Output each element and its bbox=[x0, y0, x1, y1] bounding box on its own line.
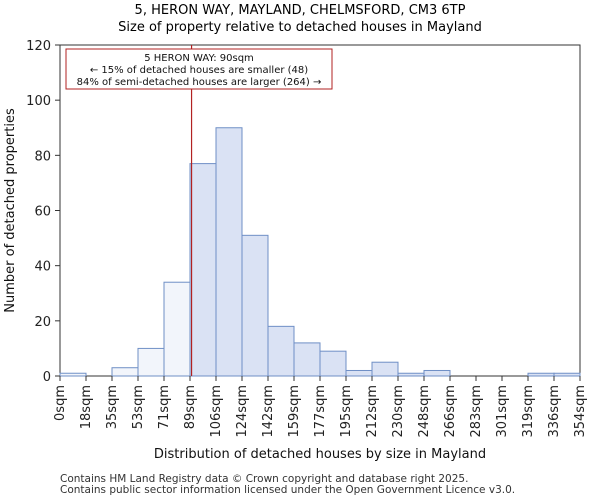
x-tick-label: 18sqm bbox=[79, 385, 94, 429]
x-tick-label: 212sqm bbox=[365, 385, 380, 438]
footer-copyright: Contains HM Land Registry data © Crown c… bbox=[60, 473, 469, 485]
y-tick-label: 120 bbox=[26, 39, 51, 54]
x-tick-label: 195sqm bbox=[339, 385, 354, 438]
y-tick-label: 60 bbox=[34, 205, 51, 220]
x-tick-label: 336sqm bbox=[547, 385, 562, 438]
annotation-larger: 84% of semi-detached houses are larger (… bbox=[77, 77, 322, 88]
annotation-box bbox=[65, 48, 333, 90]
x-tick-label: 230sqm bbox=[391, 385, 406, 438]
histogram-bar bbox=[111, 367, 139, 377]
y-tick-label: 40 bbox=[34, 260, 51, 275]
annotation-title: 5 HERON WAY: 90sqm bbox=[144, 53, 254, 64]
histogram-bar bbox=[215, 127, 243, 377]
y-tick-label: 100 bbox=[26, 94, 51, 109]
y-tick-label: 80 bbox=[34, 149, 51, 164]
x-tick-label: 0sqm bbox=[53, 385, 68, 421]
annotation-smaller: ← 15% of detached houses are smaller (48… bbox=[90, 65, 308, 76]
x-tick-label: 71sqm bbox=[157, 385, 172, 429]
histogram-bar bbox=[345, 369, 373, 377]
chart-subtitle: Size of property relative to detached ho… bbox=[118, 20, 482, 35]
y-axis-label: Number of detached properties bbox=[3, 108, 18, 313]
x-tick-label: 283sqm bbox=[469, 385, 484, 438]
histogram-chart: 0 20 40 60 80 100 120 0sqm 18sqm 35sqm 53sqm 71sqm 8… bbox=[3, 39, 588, 462]
x-tick-label: 106sqm bbox=[209, 385, 224, 438]
histogram-bar bbox=[397, 372, 425, 377]
x-tick-label: 35sqm bbox=[105, 385, 120, 429]
x-tick-label: 124sqm bbox=[235, 385, 250, 438]
chart-title: 5, HERON WAY, MAYLAND, CHELMSFORD, CM3 6… bbox=[134, 3, 466, 18]
plot-frame bbox=[59, 44, 581, 377]
footer-licence: Contains public sector information licen… bbox=[60, 484, 516, 496]
histogram-bar bbox=[371, 361, 399, 377]
x-tick-label: 266sqm bbox=[443, 385, 458, 438]
histogram-bar bbox=[553, 372, 581, 377]
histogram-bar bbox=[189, 163, 217, 377]
x-tick-label: 159sqm bbox=[287, 385, 302, 438]
histogram-bar bbox=[527, 372, 555, 377]
x-tick-label: 177sqm bbox=[313, 385, 328, 438]
y-tick-label: 20 bbox=[34, 315, 51, 330]
histogram-bar bbox=[241, 234, 269, 377]
histogram-bar bbox=[137, 347, 165, 377]
histogram-bar bbox=[423, 369, 451, 377]
histogram-bar bbox=[293, 342, 321, 377]
x-tick-label: 248sqm bbox=[417, 385, 432, 438]
x-axis-label: Distribution of detached houses by size … bbox=[154, 447, 486, 462]
x-tick-label: 89sqm bbox=[183, 385, 198, 429]
x-tick-label: 142sqm bbox=[261, 385, 276, 438]
x-tick-label: 354sqm bbox=[573, 385, 588, 438]
histogram-bar bbox=[163, 281, 191, 377]
histogram-bar bbox=[319, 350, 347, 377]
histogram-bar bbox=[267, 325, 295, 377]
x-tick-label: 53sqm bbox=[131, 385, 146, 429]
histogram-bar bbox=[59, 372, 87, 377]
x-tick-label: 319sqm bbox=[521, 385, 536, 438]
x-tick-label: 301sqm bbox=[495, 385, 510, 438]
y-tick-label: 0 bbox=[43, 370, 51, 385]
